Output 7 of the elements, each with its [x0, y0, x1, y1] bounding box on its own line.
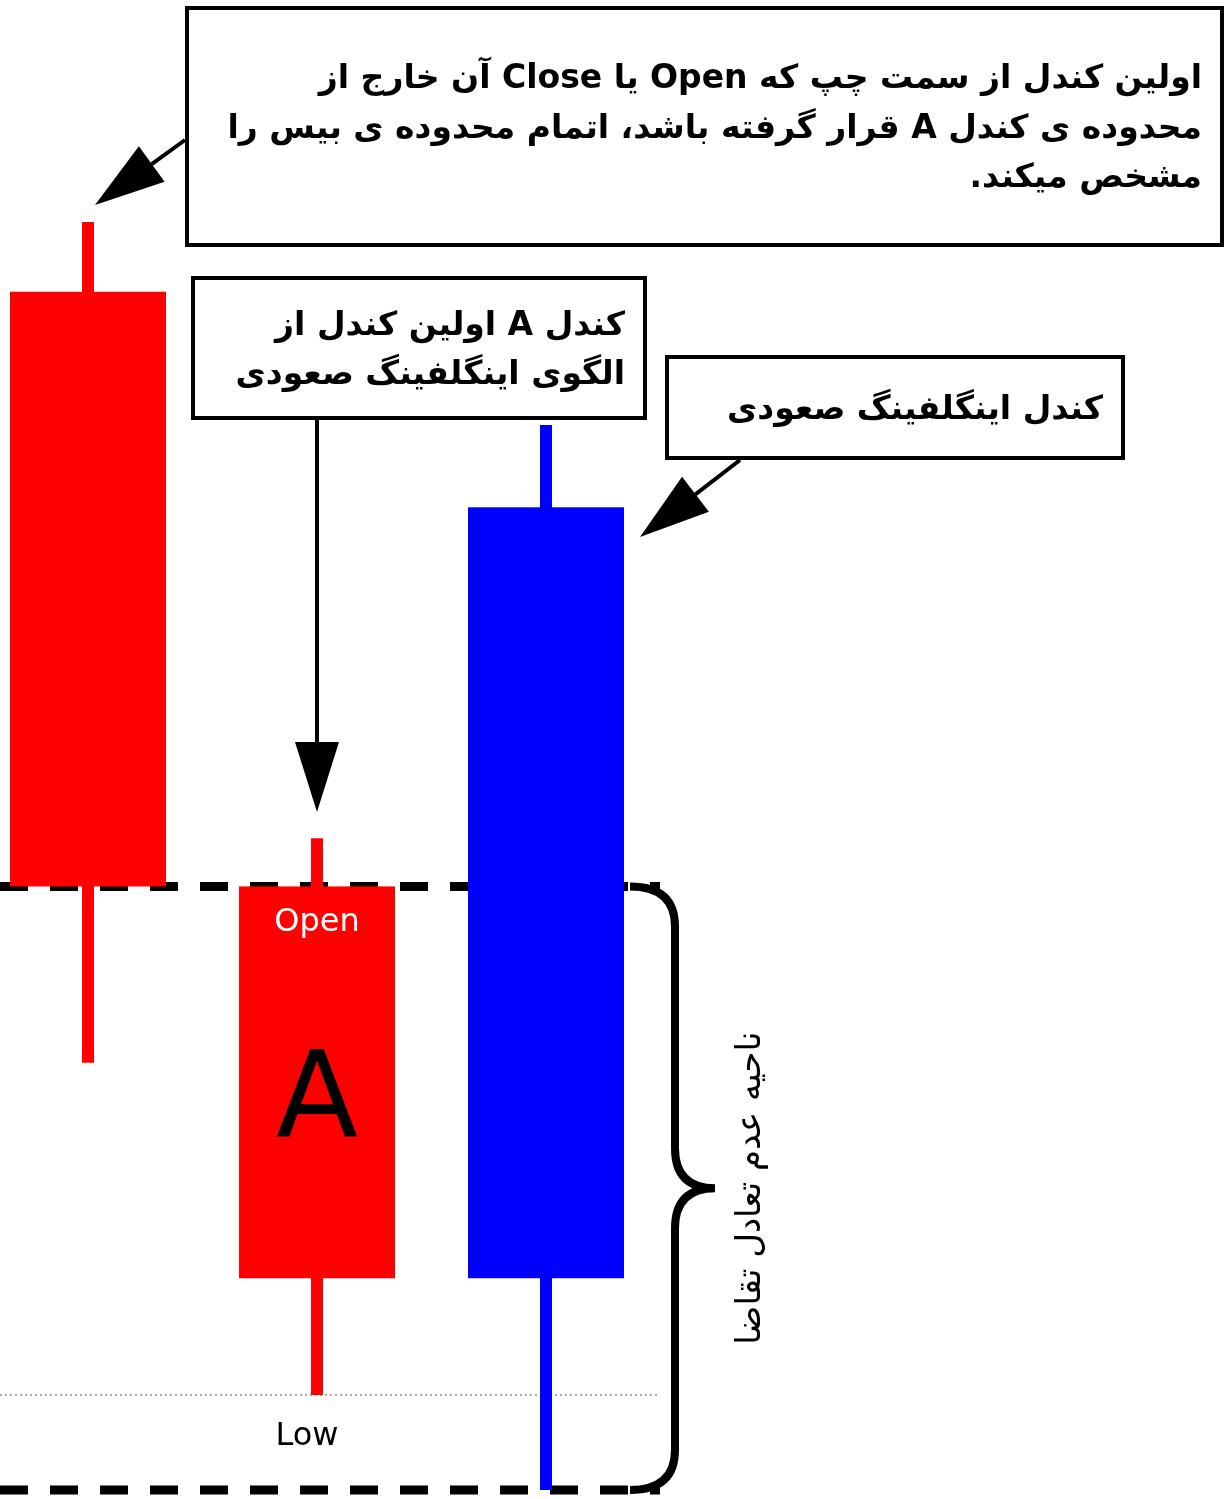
annotation: A — [275, 1025, 359, 1165]
annotation: کندل A اولین کندل از الگوی اینگلفینگ صعودی — [234, 302, 625, 394]
annotation: Open — [274, 901, 360, 940]
text: ناحیه عدم تعادل تقاضا — [727, 1031, 768, 1345]
annotation: Low — [275, 1414, 339, 1453]
text: اولین کندل از سمت چپ که Open یا Close آن خارج از محدوده ی کندل A قرار گرفته باشد، اتمام محدوده ی بیس را مشخص میکند. — [226, 56, 1202, 198]
text: کندل اینگلفینگ صعودی — [726, 386, 1103, 429]
